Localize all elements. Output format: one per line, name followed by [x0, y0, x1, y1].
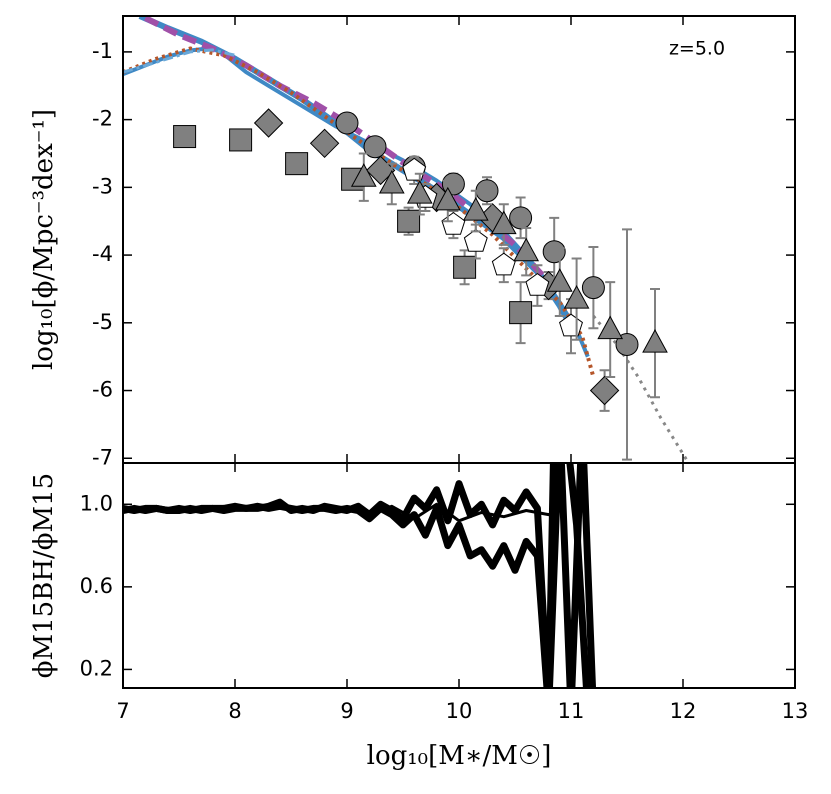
obs-square	[453, 255, 477, 279]
obs-triangle	[378, 169, 405, 194]
model-line	[123, 502, 561, 523]
obs-circle	[581, 276, 605, 300]
model-line	[123, 48, 236, 74]
obs-diamond	[253, 108, 284, 138]
obs-triangle	[642, 329, 668, 353]
y-tick-label: -4	[92, 242, 113, 266]
x-tick-label: 11	[558, 699, 585, 723]
obs-circle	[335, 111, 359, 135]
obs-pentagon	[525, 272, 550, 296]
obs-triangle	[350, 163, 377, 187]
annotation: z=5.0	[669, 38, 725, 60]
x-axis-label: log₁₀[M∗/M☉]	[367, 741, 552, 771]
obs-diamond	[589, 375, 620, 406]
obs-triangle	[546, 268, 573, 292]
y-tick-label: -3	[92, 174, 113, 198]
x-tick-label: 8	[228, 699, 241, 723]
y-tick-label: -7	[92, 445, 113, 469]
plot-area	[123, 16, 690, 463]
obs-triangle	[513, 237, 540, 262]
obs-triangle	[597, 315, 624, 340]
obs-diamond	[309, 128, 340, 159]
y-axis-label: log₁₀[ϕ/Mpc⁻³dex⁻¹]	[29, 109, 59, 370]
y-tick-label: -6	[92, 378, 113, 402]
y-tick-label: 0.6	[80, 574, 113, 598]
obs-pentagon	[463, 228, 488, 252]
obs-circle	[542, 240, 566, 264]
plot-area	[123, 463, 597, 688]
obs-triangle	[406, 180, 433, 204]
obs-triangle	[490, 210, 517, 235]
obs-triangle	[462, 197, 489, 221]
obs-square	[173, 125, 197, 149]
obs-circle	[509, 206, 533, 230]
obs-pentagon	[491, 252, 516, 276]
obs-triangle	[434, 186, 461, 211]
y-axis-label: ϕM15BH/ϕM15	[29, 473, 59, 678]
obs-square	[509, 301, 533, 325]
obs-triangle	[563, 285, 590, 309]
x-tick-label: 9	[340, 699, 353, 723]
obs-square	[229, 128, 253, 152]
obs-square	[285, 152, 309, 176]
obs-square	[397, 209, 421, 233]
x-tick-label: 10	[446, 699, 473, 723]
y-tick-label: 0.2	[80, 656, 113, 680]
y-tick-label: -5	[92, 310, 113, 334]
obs-circle	[363, 135, 387, 159]
y-tick-label: -2	[92, 107, 113, 131]
x-tick-label: 7	[116, 699, 129, 723]
x-tick-label: 13	[782, 699, 809, 723]
y-tick-label: -1	[92, 39, 113, 63]
y-tick-label: 1.0	[80, 491, 113, 515]
x-tick-label: 12	[670, 699, 697, 723]
